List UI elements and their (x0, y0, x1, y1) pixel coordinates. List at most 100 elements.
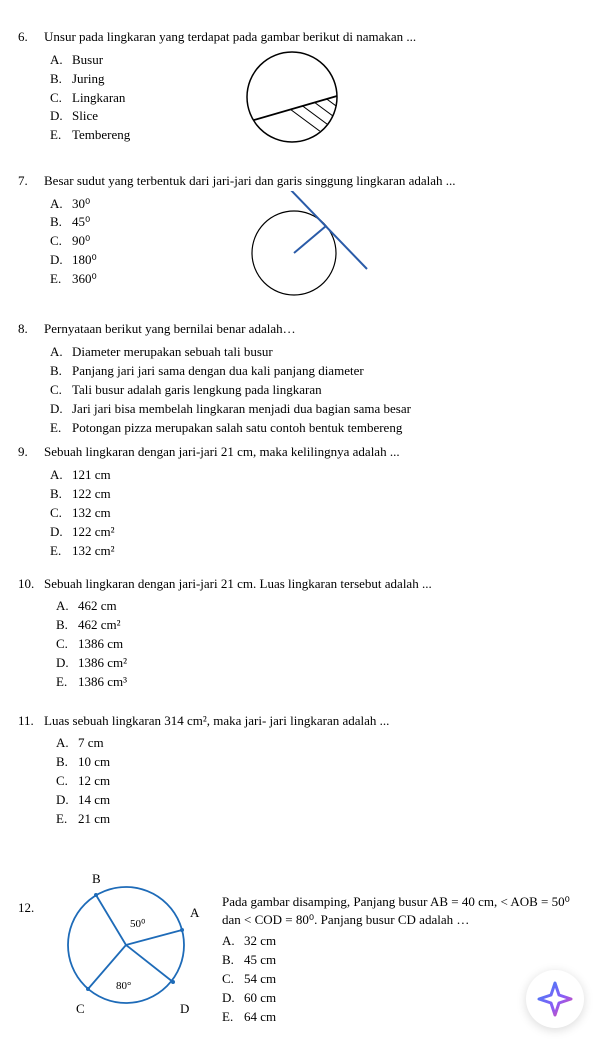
q8-opt-a: A.Diameter merupakan sebuah tali busur (50, 343, 578, 362)
q8-stem: 8. Pernyataan berikut yang bernilai bena… (18, 320, 578, 339)
q8-number: 8. (18, 320, 44, 339)
q6-opt-d: D.Slice (50, 107, 220, 126)
opt-letter: C. (56, 635, 78, 654)
q12-opt-b: B.45 cm (222, 951, 578, 970)
q12-opt-e: E.64 cm (222, 1008, 578, 1027)
star-badge-icon (526, 970, 584, 1028)
radius-line (294, 226, 326, 253)
opt-text: 30⁰ (72, 195, 90, 214)
q9-opt-c: C.132 cm (50, 504, 578, 523)
question-12: 12. B A C D 50⁰ 80° (18, 857, 578, 1027)
opt-letter: B. (50, 213, 72, 232)
q8-opt-b: B.Panjang jari jari sama dengan dua kali… (50, 362, 578, 381)
opt-text: 60 cm (244, 989, 276, 1008)
label-ang2: 80° (116, 980, 131, 992)
label-b: B (92, 871, 101, 886)
opt-text: Potongan pizza merupakan salah satu cont… (72, 419, 402, 438)
opt-letter: D. (50, 107, 72, 126)
label-d: D (180, 1001, 189, 1016)
opt-letter: D. (50, 523, 72, 542)
opt-text: Juring (72, 70, 105, 89)
opt-letter: A. (50, 343, 72, 362)
q9-options: A.121 cm B.122 cm C.132 cm D.122 cm² E.1… (50, 466, 578, 560)
q7-opt-d: D.180⁰ (50, 251, 220, 270)
q6-opt-a: A.Busur (50, 51, 220, 70)
opt-text: 32 cm (244, 932, 276, 951)
q12-opt-d: D.60 cm (222, 989, 578, 1008)
q9-opt-a: A.121 cm (50, 466, 578, 485)
opt-letter: E. (50, 542, 72, 561)
opt-letter: E. (56, 810, 78, 829)
question-11: 11. Luas sebuah lingkaran 314 cm², maka … (18, 712, 578, 829)
question-9: 9. Sebuah lingkaran dengan jari-jari 21 … (18, 443, 578, 560)
opt-text: 360⁰ (72, 270, 97, 289)
q6-figure (232, 47, 362, 158)
q8-opt-d: D.Jari jari bisa membelah lingkaran menj… (50, 400, 578, 419)
q9-opt-e: E.132 cm² (50, 542, 578, 561)
opt-text: 121 cm (72, 466, 111, 485)
opt-letter: D. (56, 654, 78, 673)
q8-options: A.Diameter merupakan sebuah tali busur B… (50, 343, 578, 437)
q10-options: A.462 cm B.462 cm² C.1386 cm D.1386 cm² … (56, 597, 578, 691)
q9-text: Sebuah lingkaran dengan jari-jari 21 cm,… (44, 443, 400, 462)
opt-letter: D. (50, 400, 72, 419)
opt-text: 64 cm (244, 1008, 276, 1027)
opt-letter: C. (50, 381, 72, 400)
opt-text: 132 cm² (72, 542, 115, 561)
q11-opt-c: C.12 cm (56, 772, 578, 791)
opt-letter: B. (56, 753, 78, 772)
label-ang1: 50⁰ (130, 918, 146, 930)
opt-letter: E. (56, 673, 78, 692)
q12-opt-c: C.54 cm (222, 970, 578, 989)
opt-text: Tali busur adalah garis lengkung pada li… (72, 381, 322, 400)
opt-text: 45⁰ (72, 213, 90, 232)
q9-number: 9. (18, 443, 44, 462)
opt-letter: C. (50, 89, 72, 108)
question-10: 10. Sebuah lingkaran dengan jari-jari 21… (18, 575, 578, 692)
q11-text: Luas sebuah lingkaran 314 cm², maka jari… (44, 712, 389, 731)
q6-number: 6. (18, 28, 44, 47)
opt-letter: E. (50, 126, 72, 145)
opt-text: Panjang jari jari sama dengan dua kali p… (72, 362, 364, 381)
opt-text: 12 cm (78, 772, 110, 791)
q6-text: Unsur pada lingkaran yang terdapat pada … (44, 28, 416, 47)
opt-letter: E. (222, 1008, 244, 1027)
q10-number: 10. (18, 575, 44, 594)
q10-opt-c: C.1386 cm (56, 635, 578, 654)
q11-stem: 11. Luas sebuah lingkaran 314 cm², maka … (18, 712, 578, 731)
opt-text: 132 cm (72, 504, 111, 523)
q10-opt-d: D.1386 cm² (56, 654, 578, 673)
opt-letter: A. (50, 466, 72, 485)
opt-letter: A. (222, 932, 244, 951)
opt-letter: D. (222, 989, 244, 1008)
q11-opt-b: B.10 cm (56, 753, 578, 772)
opt-text: Busur (72, 51, 103, 70)
opt-letter: C. (50, 232, 72, 251)
opt-letter: C. (50, 504, 72, 523)
q10-stem: 10. Sebuah lingkaran dengan jari-jari 21… (18, 575, 578, 594)
circle-icon (247, 52, 337, 142)
opt-letter: C. (222, 970, 244, 989)
q7-opt-a: A.30⁰ (50, 195, 220, 214)
chord-line (254, 96, 337, 120)
q11-number: 11. (18, 712, 44, 731)
opt-letter: A. (56, 734, 78, 753)
opt-letter: B. (50, 485, 72, 504)
q9-opt-b: B.122 cm (50, 485, 578, 504)
q12-figure: B A C D 50⁰ 80° (48, 857, 198, 1027)
tangent-line (287, 191, 367, 269)
q7-opt-b: B.45⁰ (50, 213, 220, 232)
q11-opt-d: D.14 cm (56, 791, 578, 810)
opt-text: 462 cm (78, 597, 117, 616)
q8-opt-e: E.Potongan pizza merupakan salah satu co… (50, 419, 578, 438)
opt-text: 1386 cm³ (78, 673, 127, 692)
q7-figure (232, 191, 382, 307)
q12-opt-a: A.32 cm (222, 932, 578, 951)
opt-letter: A. (56, 597, 78, 616)
opt-text: Lingkaran (72, 89, 125, 108)
opt-letter: B. (50, 70, 72, 89)
opt-text: 54 cm (244, 970, 276, 989)
question-6: 6. Unsur pada lingkaran yang terdapat pa… (18, 28, 578, 158)
opt-text: 1386 cm (78, 635, 123, 654)
q10-text: Sebuah lingkaran dengan jari-jari 21 cm.… (44, 575, 432, 594)
